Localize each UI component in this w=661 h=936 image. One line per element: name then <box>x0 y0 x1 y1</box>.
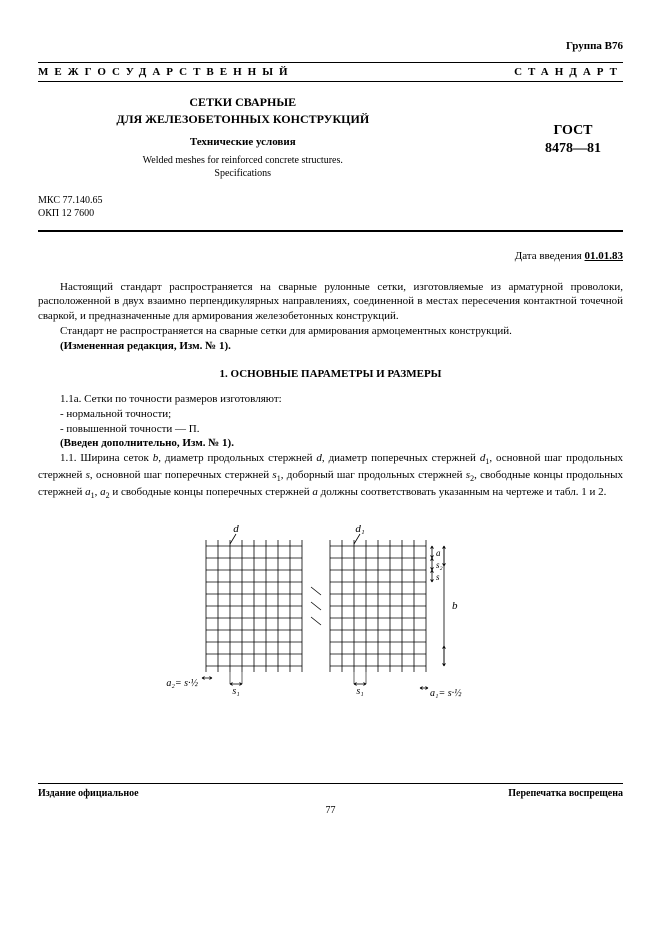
banner-left: МЕЖГОСУДАРСТВЕННЫЙ <box>38 66 294 78</box>
title-line2: ДЛЯ ЖЕЛЕЗОБЕТОННЫХ КОНСТРУКЦИЙ <box>38 111 448 128</box>
section-heading: 1. ОСНОВНЫЕ ПАРАМЕТРЫ И РАЗМЕРЫ <box>38 368 623 380</box>
svg-text:a₁= s·½: a₁= s·½ <box>430 688 462 699</box>
intro-date-label: Дата введения <box>515 250 585 262</box>
title-line1: СЕТКИ СВАРНЫЕ <box>38 94 448 111</box>
para-1: Настоящий стандарт распространяется на с… <box>38 280 623 325</box>
footer-right: Перепечатка воспрещена <box>508 788 623 799</box>
body-text: Настоящий стандарт распространяется на с… <box>38 280 623 354</box>
title-en: Welded meshes for reinforced concrete st… <box>38 154 448 180</box>
title-sub: Технические условия <box>38 136 448 148</box>
standard-banner: МЕЖГОСУДАРСТВЕННЫЙ СТАНДАРТ <box>38 62 623 82</box>
mesh-svg: d d₁ b a s₂ s s₁ s₁ a₂= s·½ a₁= s·½ <box>151 518 511 718</box>
para-3: (Измененная редакция, Изм. № 1). <box>38 339 623 354</box>
svg-text:b: b <box>452 600 458 612</box>
title-en-2: Specifications <box>214 168 271 179</box>
intro-date: Дата введения 01.01.83 <box>38 250 623 262</box>
svg-text:a: a <box>436 548 441 558</box>
svg-text:s₁: s₁ <box>356 686 363 697</box>
svg-text:a₂= s·½: a₂= s·½ <box>166 678 198 689</box>
p-1-1: 1.1. Ширина сеток b, диаметр продольных … <box>38 451 623 502</box>
title-en-1: Welded meshes for reinforced concrete st… <box>143 155 343 166</box>
intro-date-value: 01.01.83 <box>585 250 624 262</box>
svg-text:s₂: s₂ <box>436 560 443 570</box>
p-1-1a-note: (Введен дополнительно, Изм. № 1). <box>38 436 623 451</box>
svg-text:s₁: s₁ <box>232 686 239 697</box>
code-mks: МКС 77.140.65 <box>38 194 623 207</box>
gost-label: ГОСТ <box>523 122 623 140</box>
page-number: 77 <box>38 805 623 816</box>
mesh-diagram: d d₁ b a s₂ s s₁ s₁ a₂= s·½ a₁= s·½ <box>38 518 623 723</box>
code-okp: ОКП 12 7600 <box>38 207 623 220</box>
banner-right: СТАНДАРТ <box>514 66 623 78</box>
title-block: СЕТКИ СВАРНЫЕ ДЛЯ ЖЕЛЕЗОБЕТОННЫХ КОНСТРУ… <box>38 82 623 232</box>
gost-number-box: ГОСТ 8478—81 <box>523 122 623 158</box>
gost-number: 8478—81 <box>523 140 623 158</box>
group-label: Группа В76 <box>38 40 623 52</box>
svg-text:d₁: d₁ <box>355 523 365 535</box>
p-1-1a-b1: - нормальной точности; <box>38 407 623 422</box>
footer: Издание официальное Перепечатка воспреще… <box>38 783 623 799</box>
p-1-1a: 1.1а. Сетки по точности размеров изготов… <box>38 392 623 407</box>
p-1-1a-b2: - повышенной точности — П. <box>38 422 623 437</box>
svg-text:s: s <box>436 572 440 582</box>
classification-codes: МКС 77.140.65 ОКП 12 7600 <box>38 194 623 220</box>
footer-left: Издание официальное <box>38 788 139 799</box>
para-2: Стандарт не распространяется на сварные … <box>38 324 623 339</box>
svg-text:d: d <box>233 523 239 535</box>
section-body: 1.1а. Сетки по точности размеров изготов… <box>38 392 623 502</box>
